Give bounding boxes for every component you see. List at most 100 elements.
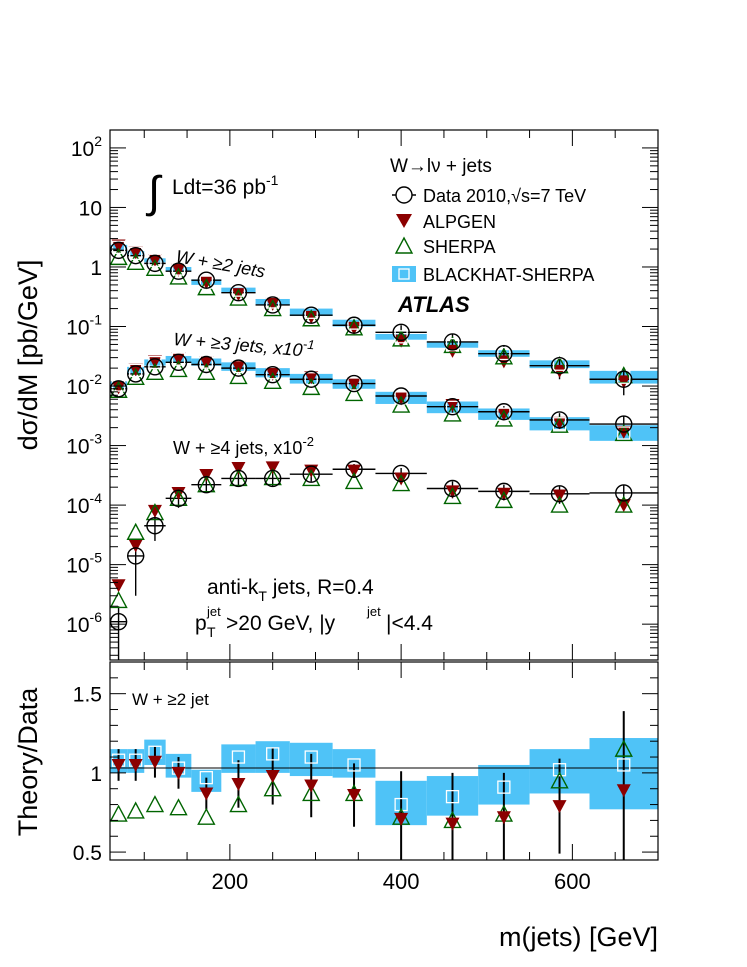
lower-panel-frame bbox=[109, 661, 659, 861]
sherpa-point bbox=[550, 495, 569, 513]
data-point bbox=[392, 387, 410, 405]
integral-sign: ∫ bbox=[145, 168, 163, 217]
y-tick-label: 10-2 bbox=[66, 371, 102, 399]
alpgen-ratio-point bbox=[552, 800, 567, 814]
legend-title: W→lν + jets bbox=[390, 156, 492, 177]
legend-label-sherpa: SHERPA bbox=[423, 237, 496, 257]
sherpa-ratio-point bbox=[263, 779, 282, 797]
blackhat-point bbox=[111, 378, 126, 392]
y-tick-label: 10 bbox=[79, 197, 102, 220]
data-point bbox=[126, 365, 145, 383]
lower-y-ticks: 0.5 1 1.5 bbox=[73, 677, 658, 865]
svg-text:p: p bbox=[195, 612, 207, 635]
legend-entry-blackhat: BLACKHAT-SHERPA bbox=[392, 265, 594, 285]
sherpa-point bbox=[263, 371, 282, 390]
sherpa-point bbox=[614, 423, 633, 442]
data-point bbox=[443, 397, 462, 416]
blackhat-point bbox=[552, 417, 567, 431]
x-axis-label: m(jets) [GeV] bbox=[499, 922, 658, 952]
svg-text:jet: jet bbox=[206, 604, 221, 619]
x-tick-label: 400 bbox=[383, 869, 420, 894]
alpgen-point bbox=[265, 297, 280, 311]
data-point bbox=[550, 356, 569, 375]
y-tick-label: 10-3 bbox=[66, 431, 102, 459]
data-point bbox=[197, 271, 216, 289]
sherpa-point bbox=[229, 468, 248, 487]
blackhat-ratio-point bbox=[304, 750, 318, 764]
alpgen-point bbox=[496, 487, 511, 501]
sherpa-point bbox=[197, 475, 216, 493]
blackhat-ratio-point bbox=[617, 758, 631, 772]
sherpa-ratio-point bbox=[197, 807, 216, 825]
data-point bbox=[345, 374, 363, 393]
sherpa-point bbox=[550, 356, 569, 374]
svg-text:Ldt=36 pb-1: Ldt=36 pb-1 bbox=[172, 172, 279, 199]
data-point bbox=[495, 344, 513, 363]
alpgen-point bbox=[265, 461, 280, 475]
y-tick-label: 1 bbox=[90, 257, 102, 280]
alpgen-point bbox=[231, 461, 246, 475]
sherpa-point bbox=[391, 329, 411, 347]
y-tick-label: 10-1 bbox=[66, 312, 102, 340]
blackhat-point bbox=[148, 253, 162, 267]
y-tick-label: 10-6 bbox=[66, 609, 102, 637]
sherpa-ratio-point bbox=[229, 795, 248, 813]
alpgen-point bbox=[147, 504, 162, 518]
alpgen-ratio-point bbox=[616, 784, 631, 798]
atlas-label: ATLAS bbox=[397, 292, 470, 317]
sherpa-point bbox=[344, 471, 364, 490]
legend-label-blackhat: BLACKHAT-SHERPA bbox=[423, 265, 594, 285]
blackhat-ratio-point bbox=[266, 747, 280, 761]
sherpa-point bbox=[614, 366, 633, 384]
data-point bbox=[146, 358, 164, 376]
alpgen-point bbox=[304, 310, 319, 324]
sherpa-point bbox=[494, 347, 514, 365]
alpgen-ratio-point bbox=[304, 779, 319, 793]
luminosity-sup: -1 bbox=[266, 172, 279, 188]
alpgen-ratio-point bbox=[496, 811, 511, 825]
blackhat-ratio-point bbox=[552, 763, 567, 777]
sherpa-point bbox=[145, 258, 165, 277]
sherpa-ratio-point bbox=[145, 795, 165, 813]
jet-algorithm-label: anti-kT jets, R=0.4 bbox=[207, 576, 374, 604]
data-point bbox=[146, 254, 164, 273]
data-point bbox=[550, 411, 569, 429]
x-ticks: 200 400 600 bbox=[143, 130, 659, 894]
data-point bbox=[302, 465, 320, 483]
alpgen-point bbox=[445, 344, 460, 358]
sherpa-point bbox=[391, 474, 411, 492]
data-point bbox=[263, 296, 282, 314]
sherpa-ratio-point bbox=[109, 804, 128, 822]
svg-text:jet: jet bbox=[366, 604, 381, 619]
blackhat-point bbox=[266, 295, 280, 309]
legend-entry-sherpa: SHERPA bbox=[394, 236, 496, 257]
data-point bbox=[169, 489, 188, 508]
data-point bbox=[345, 460, 363, 478]
alpgen-ratio-point bbox=[111, 758, 126, 772]
sherpa-point bbox=[145, 503, 165, 521]
luminosity-label: ∫ Ldt=36 pb-1 bbox=[145, 168, 279, 217]
data-point bbox=[443, 479, 462, 498]
data-point bbox=[615, 370, 633, 388]
alpgen-point bbox=[616, 375, 631, 389]
sherpa-ratio-point bbox=[302, 783, 321, 802]
down-triangle-icon bbox=[396, 214, 412, 228]
alpgen-point bbox=[147, 355, 162, 369]
open-circle-icon bbox=[395, 186, 413, 204]
data-point bbox=[197, 476, 216, 494]
sherpa-ratio-point bbox=[126, 801, 145, 819]
x-tick-label: 600 bbox=[554, 869, 591, 894]
data-point bbox=[615, 484, 633, 502]
data-point bbox=[495, 482, 513, 501]
alpgen-point bbox=[552, 416, 567, 430]
blackhat-ratio-point bbox=[347, 758, 361, 772]
sherpa-point bbox=[614, 495, 633, 513]
alpgen-ratio-point bbox=[347, 789, 362, 803]
data-point bbox=[263, 366, 282, 384]
upper-y-ticks: 10-6 10-5 10-4 10-3 10-2 10-1 1 10 102 bbox=[66, 129, 658, 656]
alpgen-ratio-point bbox=[199, 787, 214, 801]
alpgen-ratio-point bbox=[128, 758, 143, 772]
data-point bbox=[229, 469, 248, 488]
data-point bbox=[302, 370, 320, 388]
